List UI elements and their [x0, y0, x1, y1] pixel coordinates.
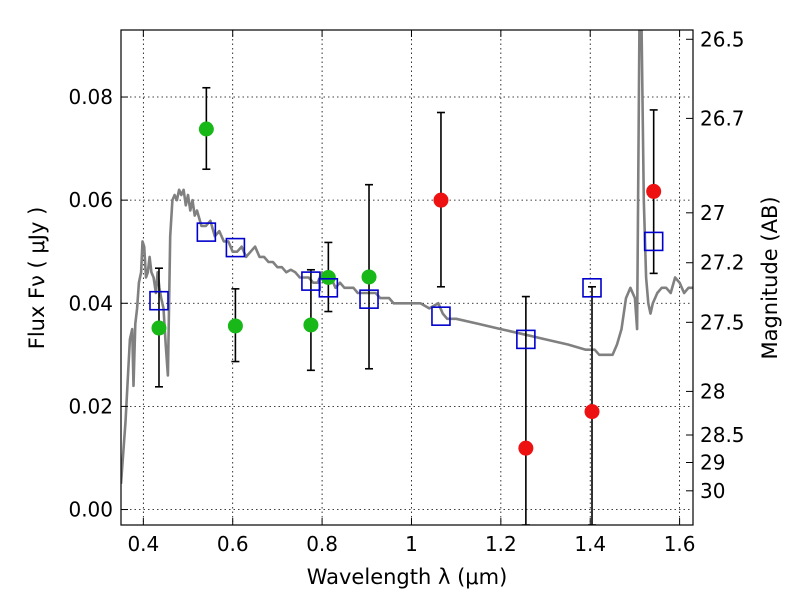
y-tick-label: 0.06 [68, 188, 113, 212]
magnitude-tick-label: 26.7 [700, 106, 745, 130]
model-square-marker [643, 231, 664, 252]
magnitude-tick-label: 29 [700, 451, 725, 475]
model-square-marker [225, 237, 246, 258]
model-square-marker [431, 306, 451, 326]
green-circle-marker [303, 317, 319, 333]
red-circle-marker [518, 440, 534, 456]
x-tick-label: 1 [405, 532, 418, 556]
model-layer [121, 30, 693, 484]
axes: 0.4 0.6 0.8 1 1.2 1.4 1.6 0.00 0.02 0.04 0.06 0.08 2… [68, 27, 744, 556]
x-tick-label: 1.6 [664, 532, 696, 556]
model-square-marker [582, 278, 602, 298]
magnitude-tick-label: 27.2 [700, 251, 745, 275]
red-circle-marker [433, 192, 449, 208]
green-circle-marker [320, 270, 336, 285]
x-axis-title: Wavelength λ (μm) [307, 565, 508, 589]
model-square-marker [196, 222, 217, 242]
plot-frame [120, 29, 694, 526]
green-circle-marker [198, 121, 214, 137]
magnitude-tick-label: 27.5 [700, 310, 745, 334]
model-square-marker [149, 290, 169, 311]
red-circle-marker [584, 404, 600, 420]
x-tick-label: 1.4 [574, 532, 606, 556]
magnitude-tick-label: 28 [700, 379, 725, 403]
magnitude-tick-label: 26.5 [700, 27, 745, 51]
x-tick-label: 0.8 [306, 532, 338, 556]
magnitude-tick-label: 30 [700, 479, 725, 503]
y-tick-label: 0.04 [68, 291, 113, 315]
green-circle-marker [151, 320, 167, 336]
y-tick-label: 0.08 [68, 85, 113, 109]
model-square-marker [516, 329, 536, 350]
x-tick-label: 0.6 [217, 532, 249, 556]
y-tick-label: 0.00 [68, 498, 113, 522]
model-spectrum-line [121, 30, 693, 484]
points-layer [149, 86, 664, 525]
magnitude-axis-title: Magnitude (AB) [758, 196, 782, 359]
model-square-marker [359, 289, 379, 309]
red-circle-marker [646, 183, 662, 199]
grid [121, 30, 693, 525]
model-square-marker [318, 278, 339, 298]
y-axis-title: Flux Fν ( μJy ) [25, 207, 49, 350]
magnitude-tick-label: 28.5 [700, 423, 745, 447]
green-circle-marker [361, 269, 377, 285]
x-tick-label: 0.4 [127, 532, 159, 556]
y-tick-label: 0.02 [68, 394, 113, 418]
green-circle-marker [227, 318, 243, 334]
magnitude-tick-label: 27 [700, 201, 725, 225]
x-tick-label: 1.2 [485, 532, 517, 556]
